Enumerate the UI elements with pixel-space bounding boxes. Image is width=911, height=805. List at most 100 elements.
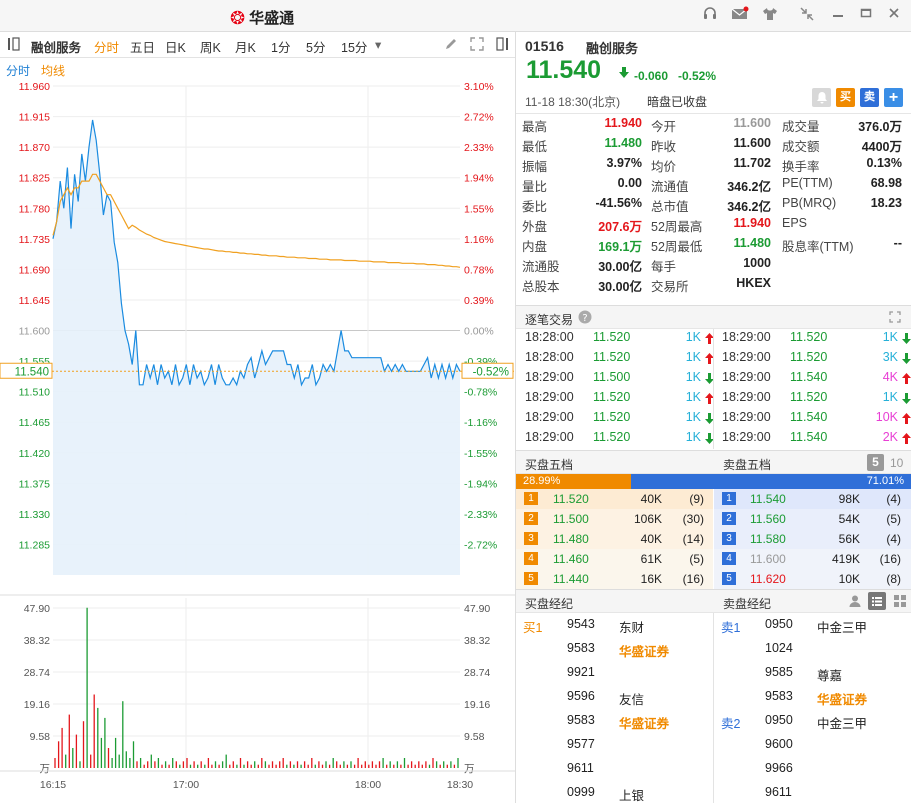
broker-name[interactable]: 尊嘉 [817,669,843,683]
pct-tick-label: 3.10% [464,81,494,93]
sell-broker-title: 卖盘经纪 [723,597,772,611]
ask-title: 卖盘五档 [723,458,772,472]
tab-fenshi[interactable]: 分时 [94,41,120,55]
broker-name[interactable]: 华盛证券 [619,717,670,731]
tick-volume: 1K [685,410,701,424]
collapse-icon[interactable] [797,6,817,26]
ask-row[interactable]: 2 11.560 54K (5) [714,509,911,529]
quote-value: 11.940 [733,216,771,230]
bid-price: 11.440 [553,572,589,586]
broker-name[interactable]: 中金三甲 [817,717,868,731]
quote-label: 振幅 [522,160,548,174]
divider [516,113,911,114]
bid-row[interactable]: 4 11.460 61K (5) [516,549,713,569]
title-bar: ❂ 华盛通 [0,0,911,32]
quote-label: 昨收 [651,140,677,154]
broker-name[interactable]: 东财 [619,621,645,635]
bid-row[interactable]: 1 11.520 40K (9) [516,489,713,509]
arrow-up-icon [705,333,714,353]
tab-5day[interactable]: 五日 [130,41,156,55]
person-icon[interactable] [848,594,862,611]
sell-button[interactable]: 卖 [860,88,879,107]
shirt-icon[interactable] [760,6,780,26]
close-icon[interactable] [884,6,904,26]
bid-orders: (14) [682,532,704,546]
broker-id: 9600 [765,737,793,751]
bid-row[interactable]: 5 11.440 16K (16) [516,569,713,589]
broker-name[interactable]: 华盛证券 [817,693,868,707]
price-tick-label: 11.420 [19,448,50,460]
bid-orders: (16) [682,572,704,586]
ask-level-badge: 5 [722,572,736,585]
vol-tick-label: 38.32 [24,635,50,647]
chevron-down-icon[interactable]: ▾ [375,38,382,52]
panel-collapse-icon[interactable] [496,36,510,55]
chart-svg: 11.960 3.10% 11.915 2.72% 11.870 2.33% 11.825 1… [0,81,515,791]
pen-icon[interactable] [444,37,458,54]
maximize-icon[interactable] [856,6,876,26]
ask-ratio: 71.01% [866,475,904,487]
ask-row[interactable]: 5 11.620 10K (8) [714,569,911,589]
tab-5min[interactable]: 5分 [306,41,326,55]
vol-tick-label: 28.74 [464,667,490,679]
tab-month-k[interactable]: 月K [235,41,256,55]
tab-day-k[interactable]: 日K [165,41,186,55]
broker-name[interactable]: 华盛证券 [619,645,670,659]
ask-row[interactable]: 1 11.540 98K (4) [714,489,911,509]
help-icon[interactable]: ? [578,310,592,327]
add-watchlist-button[interactable]: + [884,88,903,107]
tick-volume: 1K [685,330,701,344]
tab-1min[interactable]: 1分 [271,41,291,55]
sell-level-label: 卖2 [721,717,741,731]
broker-name[interactable]: 中金三甲 [817,621,868,635]
pct-tick-label: -2.33% [464,509,497,521]
grid-icon[interactable] [893,594,907,611]
broker-header: 买盘经纪 卖盘经纪 [516,589,911,613]
ask-row[interactable]: 3 11.580 56K (4) [714,529,911,549]
list-icon[interactable] [868,592,886,610]
level5-button[interactable]: 5 [867,454,884,471]
headset-icon[interactable] [700,6,720,26]
quote-label: 换手率 [782,160,820,174]
price-tick-label: 11.285 [19,539,50,551]
ask-level-badge: 3 [722,532,736,545]
bid-row[interactable]: 3 11.480 40K (14) [516,529,713,549]
quote-label: EPS [782,216,808,230]
level10-button[interactable]: 10 [890,456,904,470]
quote-label: 总股本 [522,280,560,294]
bell-icon[interactable] [812,88,831,107]
app-logo: ❂ 华盛通 [230,7,294,28]
minimize-icon[interactable] [828,6,848,26]
mail-icon[interactable] [730,6,750,26]
bid-level-badge: 2 [524,512,538,525]
ask-price: 11.620 [750,572,786,586]
ask-price: 11.580 [750,532,786,546]
pct-tick-label: 0.39% [464,295,494,307]
bid-row[interactable]: 2 11.500 106K (30) [516,509,713,529]
quote-value: 11.940 [604,116,642,130]
bid-price: 11.480 [553,532,589,546]
arrow-up-icon [902,373,911,393]
tick-time: 18:29:00 [722,330,771,344]
quote-value: 0.00 [617,176,642,190]
ask-row[interactable]: 4 11.600 419K (16) [714,549,911,569]
tick-time: 18:29:00 [525,370,574,384]
broker-name[interactable]: 上银 [619,789,645,803]
broker-name[interactable]: 友信 [619,693,645,707]
bid-ratio-fill [516,474,631,489]
panel-toggle-icon[interactable] [7,36,21,55]
expand-icon[interactable] [889,311,901,326]
intraday-chart[interactable]: 11.960 3.10% 11.915 2.72% 11.870 2.33% 11.825 1… [0,78,515,803]
tab-15min[interactable]: 15分 [341,41,368,55]
buy-button[interactable]: 买 [836,88,855,107]
broker-id: 9583 [567,641,595,655]
quote-label: 量比 [522,180,548,194]
arrow-up-icon [902,433,911,453]
broker-id: 9583 [567,713,595,727]
tab-week-k[interactable]: 周K [200,41,221,55]
expand-icon[interactable] [470,37,484,54]
price-change: -0.060 [634,69,669,83]
bid-orders: (5) [689,552,704,566]
quote-label: PB(MRQ) [782,196,837,210]
ask-volume: 98K [838,492,860,506]
